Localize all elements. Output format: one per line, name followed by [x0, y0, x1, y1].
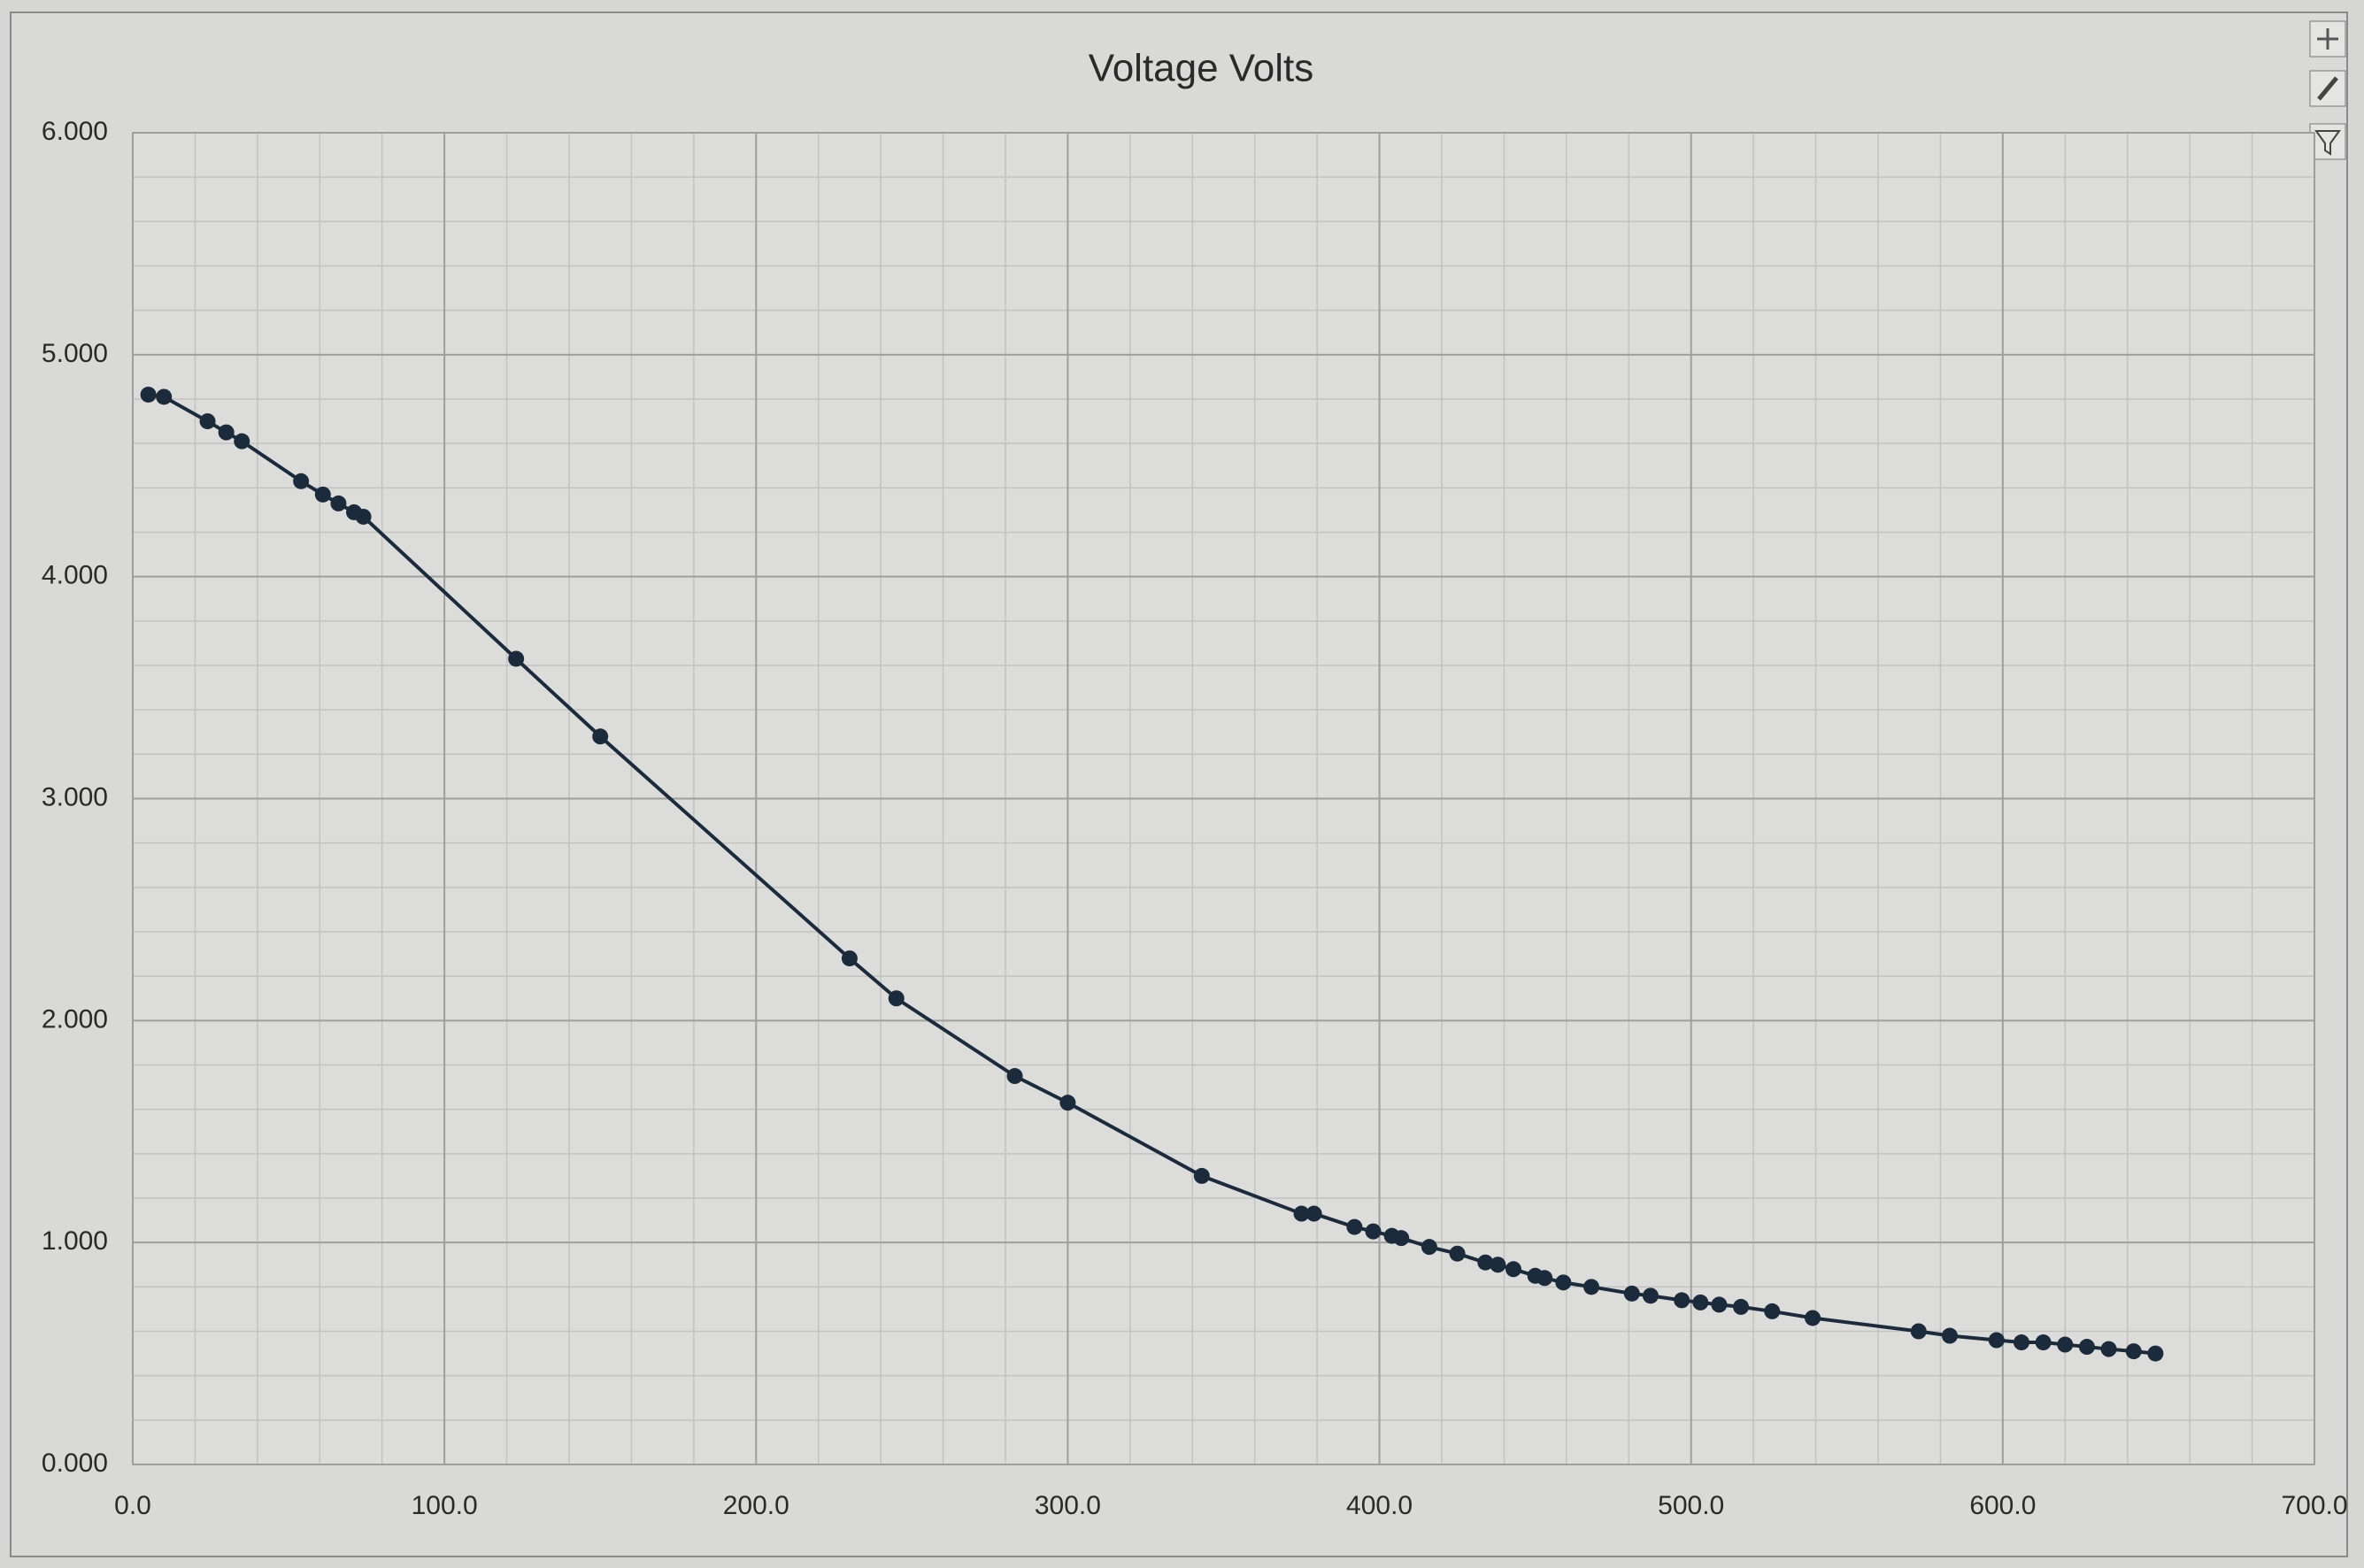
data-point: [1346, 1218, 1363, 1235]
y-tick-label: 0.000: [42, 1449, 108, 1478]
data-point: [1988, 1332, 2005, 1349]
data-point: [234, 433, 250, 450]
data-point: [1293, 1205, 1310, 1222]
plus-icon: [2317, 28, 2338, 50]
data-point: [1674, 1292, 1690, 1309]
y-tick-label: 6.000: [42, 117, 108, 146]
y-tick-label: 1.000: [42, 1226, 108, 1256]
filter-icon: [2314, 130, 2341, 156]
data-point: [592, 728, 609, 745]
y-tick-label: 4.000: [42, 561, 108, 590]
x-tick-label: 0.0: [114, 1491, 151, 1520]
data-point: [1393, 1230, 1410, 1247]
data-point: [2147, 1345, 2164, 1362]
y-tick-label: 2.000: [42, 1004, 108, 1034]
data-point: [1421, 1239, 1437, 1256]
data-point: [1059, 1095, 1076, 1111]
data-point: [1490, 1257, 1506, 1273]
x-tick-label: 400.0: [1346, 1491, 1413, 1520]
data-point: [1642, 1287, 1659, 1304]
data-point: [1449, 1245, 1466, 1262]
y-tick-label: 5.000: [42, 339, 108, 368]
data-point: [1477, 1254, 1494, 1271]
data-point: [1623, 1285, 1640, 1302]
data-point: [1505, 1261, 1521, 1278]
data-point: [2013, 1334, 2029, 1351]
data-point: [508, 650, 525, 667]
data-point: [1733, 1298, 1750, 1315]
data-point: [2057, 1336, 2074, 1353]
data-point: [1193, 1167, 1210, 1184]
data-point: [1711, 1296, 1728, 1313]
data-point: [1365, 1223, 1382, 1240]
data-point: [314, 486, 331, 503]
data-point: [2035, 1334, 2052, 1351]
data-point: [888, 990, 905, 1007]
chart-tools[interactable]: [2309, 20, 2346, 160]
data-point: [1764, 1303, 1781, 1319]
chart-title: Voltage Volts: [1089, 47, 1313, 90]
data-point: [1006, 1068, 1023, 1085]
data-point: [1910, 1323, 1927, 1340]
data-point: [355, 508, 372, 525]
data-point: [1583, 1279, 1600, 1295]
data-point: [2078, 1339, 2095, 1356]
data-point: [156, 388, 173, 405]
data-point: [293, 473, 310, 489]
data-point: [1941, 1327, 1958, 1344]
brush-icon: [2317, 76, 2338, 101]
x-tick-label: 200.0: [723, 1491, 789, 1520]
data-point: [1305, 1205, 1322, 1222]
data-point: [2100, 1341, 2117, 1357]
filter-button[interactable]: [2309, 123, 2346, 160]
data-point: [199, 413, 216, 430]
data-point: [1555, 1274, 1572, 1291]
data-point: [2125, 1343, 2142, 1360]
data-point: [1692, 1294, 1709, 1311]
data-point: [841, 950, 858, 967]
x-tick-label: 500.0: [1658, 1491, 1724, 1520]
y-tick-label: 3.000: [42, 782, 108, 811]
x-tick-label: 100.0: [412, 1491, 478, 1520]
x-tick-label: 700.0: [2281, 1491, 2347, 1520]
x-tick-label: 600.0: [1969, 1491, 2036, 1520]
data-point: [330, 495, 347, 511]
data-point: [140, 386, 157, 403]
data-point: [218, 424, 235, 441]
data-point: [1805, 1310, 1821, 1326]
x-tick-label: 300.0: [1035, 1491, 1101, 1520]
data-point: [1536, 1270, 1553, 1287]
